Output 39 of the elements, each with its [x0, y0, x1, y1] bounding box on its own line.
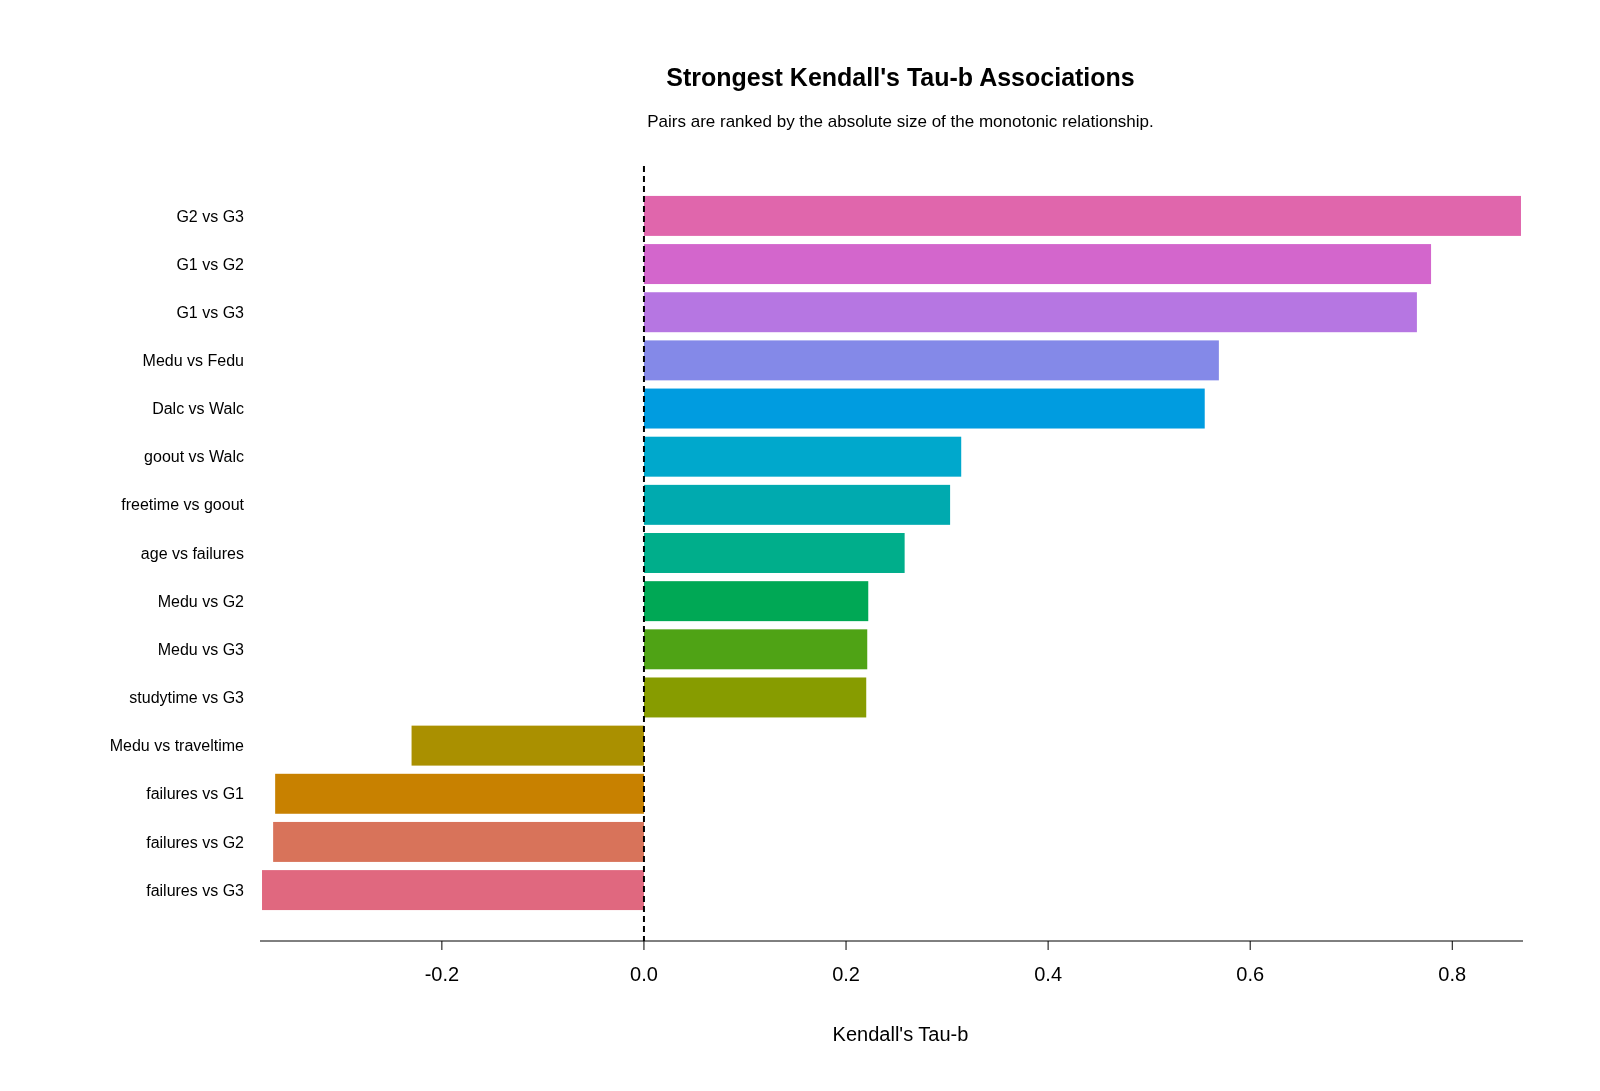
y-tick-label: Medu vs traveltime: [109, 737, 245, 755]
bar: [643, 629, 868, 670]
bar: [643, 677, 867, 718]
bar: [643, 484, 951, 525]
bar: [643, 244, 1432, 285]
x-tick-label: 0.2: [832, 963, 860, 985]
y-tick-label: failures vs G3: [146, 881, 245, 899]
y-tick-label: failures vs G1: [146, 785, 245, 803]
bar: [411, 725, 644, 766]
y-tick-label: Medu vs Fedu: [142, 351, 244, 369]
y-tick-label: goout vs Walc: [144, 448, 244, 466]
y-tick-label: Dalc vs Walc: [152, 400, 244, 418]
chart-subtitle: Pairs are ranked by the absolute size of the monotonic relationship.: [647, 112, 1154, 131]
y-tick-label: G1 vs G2: [176, 255, 245, 273]
bar: [643, 533, 905, 573]
chart-title: Strongest Kendall's Tau-b Associations: [666, 63, 1135, 91]
x-tick-label: 0.6: [1236, 963, 1265, 985]
x-tick-label: 0.4: [1034, 963, 1063, 985]
y-tick-label: studytime vs G3: [129, 689, 245, 707]
bar: [643, 581, 869, 622]
x-tick-label: -0.2: [424, 963, 460, 985]
bar: [273, 821, 644, 862]
bar: [643, 340, 1219, 381]
bar: [643, 292, 1417, 333]
y-tick-label: failures vs G2: [146, 833, 245, 851]
x-tick-label: 0.0: [630, 963, 658, 985]
y-tick-label: G2 vs G3: [176, 207, 245, 225]
bar: [643, 436, 962, 477]
x-axis-title: Kendall's Tau-b: [832, 1023, 969, 1045]
bar: [643, 388, 1205, 429]
y-tick-label: freetime vs goout: [121, 496, 245, 514]
y-tick-label: Medu vs G2: [157, 592, 245, 610]
bar: [275, 773, 644, 814]
bar: [643, 195, 1521, 236]
bar: [262, 870, 644, 911]
y-tick-label: age vs failures: [140, 544, 244, 562]
y-tick-label: Medu vs G3: [157, 640, 245, 658]
y-tick-label: G1 vs G3: [176, 303, 245, 321]
x-tick-label: 0.8: [1438, 963, 1467, 985]
